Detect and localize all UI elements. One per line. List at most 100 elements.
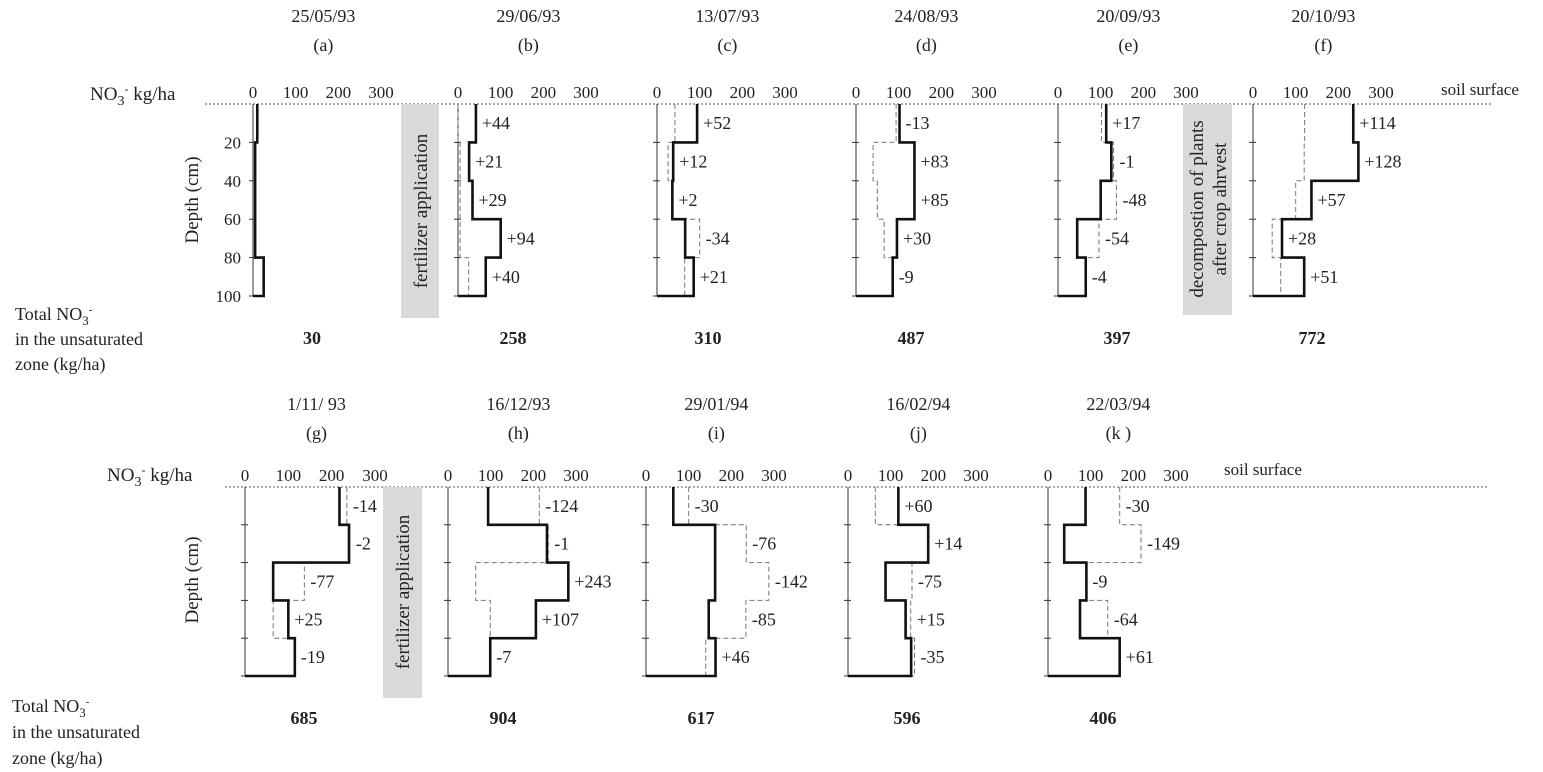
layer-change-label: +128	[1364, 152, 1401, 172]
depth-tick-label: 60	[224, 210, 241, 229]
panel-total: 397	[1104, 328, 1131, 348]
current-profile-line	[1048, 487, 1121, 678]
x-tick-label: 200	[1326, 83, 1352, 102]
x-tick-label: 0	[454, 83, 463, 102]
panel-total: 406	[1090, 708, 1117, 728]
layer-change-label: -19	[301, 647, 325, 667]
layer-change-label: -64	[1114, 609, 1138, 629]
fertilizer-band-top	[401, 104, 439, 318]
panel-total: 310	[695, 328, 722, 348]
panel-total: 596	[894, 708, 921, 728]
layer-change-label: +14	[934, 534, 962, 554]
total-label-line2-bottom: in the unsaturated	[12, 722, 140, 742]
x-tick-label: 0	[1249, 83, 1258, 102]
layer-change-label: +40	[492, 267, 520, 287]
x-tick-label: 0	[1044, 466, 1053, 485]
x-tick-label: 100	[886, 83, 912, 102]
no3-unit-label-top: NO3- kg/ha	[90, 82, 176, 109]
fertilizer-label-top: fertilizer application	[411, 133, 432, 288]
layer-change-label: +29	[479, 190, 507, 210]
depth-axis-title-bottom: Depth (cm)	[182, 536, 203, 623]
panel-letter: (e)	[1118, 35, 1138, 56]
current-profile-line	[646, 487, 717, 678]
panel-total: 617	[688, 708, 715, 728]
layer-change-label: -7	[496, 647, 511, 667]
panel-date: 20/10/93	[1291, 6, 1355, 26]
profile-panel: 29/01/94 (i) 0 100 200 300 -30 -76 -142 -85+46 617	[642, 394, 808, 728]
total-label-line2-top: in the unsaturated	[15, 329, 143, 349]
layer-change-label: -54	[1105, 228, 1129, 248]
layer-change-label: -30	[695, 496, 719, 516]
fertilizer-label-bottom: fertilizer application	[393, 514, 414, 669]
panel-date: 1/11/ 93	[287, 394, 346, 414]
profile-panel: 16/12/93 (h) 0 100 200 300 -124 -1+243 +107 -7 904	[444, 394, 612, 728]
panel-date: 16/12/93	[486, 394, 550, 414]
x-tick-label: 0	[249, 83, 258, 102]
panel-letter: (g)	[306, 423, 327, 444]
panel-date: 16/02/94	[886, 394, 950, 414]
current-profile-line	[856, 104, 916, 298]
layer-change-label: +17	[1112, 113, 1140, 133]
profile-panel: 20/09/93 (e) 0 100 200 300 +17 -1 -48 -54 -4 397	[1054, 6, 1199, 348]
x-tick-label: 0	[1054, 83, 1063, 102]
layer-change-label: -30	[1126, 496, 1150, 516]
layer-change-label: +2	[678, 190, 697, 210]
x-tick-label: 200	[929, 83, 955, 102]
layer-change-label: -4	[1092, 267, 1107, 287]
x-tick-label: 200	[326, 83, 352, 102]
x-tick-label: 100	[1088, 83, 1114, 102]
panel-letter: (j)	[910, 423, 927, 444]
x-tick-label: 300	[1173, 83, 1199, 102]
layer-change-label: -149	[1147, 534, 1180, 554]
previous-profile-line	[646, 487, 770, 677]
total-label-line3-bottom: zone (kg/ha)	[12, 748, 102, 769]
layer-change-label: +12	[679, 152, 707, 172]
depth-tick-label: 40	[224, 172, 241, 191]
layer-change-label: -35	[921, 647, 945, 667]
current-profile-line	[1253, 104, 1360, 298]
layer-change-label: +51	[1310, 267, 1338, 287]
profile-panel: 24/08/93 (d) 0 100 200 300 -13 +83 +85 +30 -9 487	[852, 6, 997, 348]
layer-change-label: -13	[906, 113, 930, 133]
panel-letter: (h)	[508, 423, 529, 444]
current-profile-line	[458, 104, 502, 298]
panel-total: 685	[291, 708, 318, 728]
layer-change-label: -85	[752, 609, 776, 629]
total-label-line1-top: Total NO3-	[15, 304, 93, 328]
x-tick-label: 100	[1078, 466, 1104, 485]
layer-change-label: +46	[722, 647, 750, 667]
total-label-line3-top: zone (kg/ha)	[15, 354, 105, 375]
x-tick-label: 100	[687, 83, 713, 102]
previous-profile-line	[1253, 104, 1306, 297]
panel-total: 904	[490, 708, 517, 728]
panel-letter: (d)	[916, 35, 937, 56]
panel-letter: (i)	[708, 423, 725, 444]
profile-panel: 16/02/94 (j) 0 100 200 300 +60+14 -75 +15 -35 596	[844, 394, 989, 728]
depth-tick-label: 80	[224, 249, 241, 268]
layer-change-label: -34	[706, 228, 730, 248]
layer-change-label: +28	[1288, 228, 1316, 248]
panel-letter: (b)	[518, 35, 539, 56]
x-tick-label: 200	[921, 466, 947, 485]
layer-change-label: -75	[918, 572, 942, 592]
panel-date: 13/07/93	[695, 6, 759, 26]
soil-surface-label-top: soil surface	[1441, 80, 1519, 99]
previous-profile-line	[657, 104, 701, 297]
profile-panel: 25/05/93 (a) 0 100 200 300 20 40 60 80 100 30	[216, 6, 394, 348]
x-tick-label: 200	[719, 466, 745, 485]
x-tick-label: 200	[521, 466, 547, 485]
x-tick-label: 0	[653, 83, 662, 102]
panel-letter: (c)	[717, 35, 737, 56]
depth-tick-label: 100	[216, 287, 242, 306]
panel-total: 258	[500, 328, 527, 348]
panel-letter: (f)	[1314, 35, 1332, 56]
layer-change-label: +94	[507, 228, 535, 248]
layer-change-label: +83	[920, 152, 948, 172]
previous-profile-line	[1058, 104, 1117, 297]
x-tick-label: 300	[963, 466, 989, 485]
layer-change-label: -76	[752, 534, 776, 554]
panel-total: 772	[1299, 328, 1326, 348]
layer-change-label: -9	[899, 267, 914, 287]
current-profile-line	[848, 487, 930, 678]
